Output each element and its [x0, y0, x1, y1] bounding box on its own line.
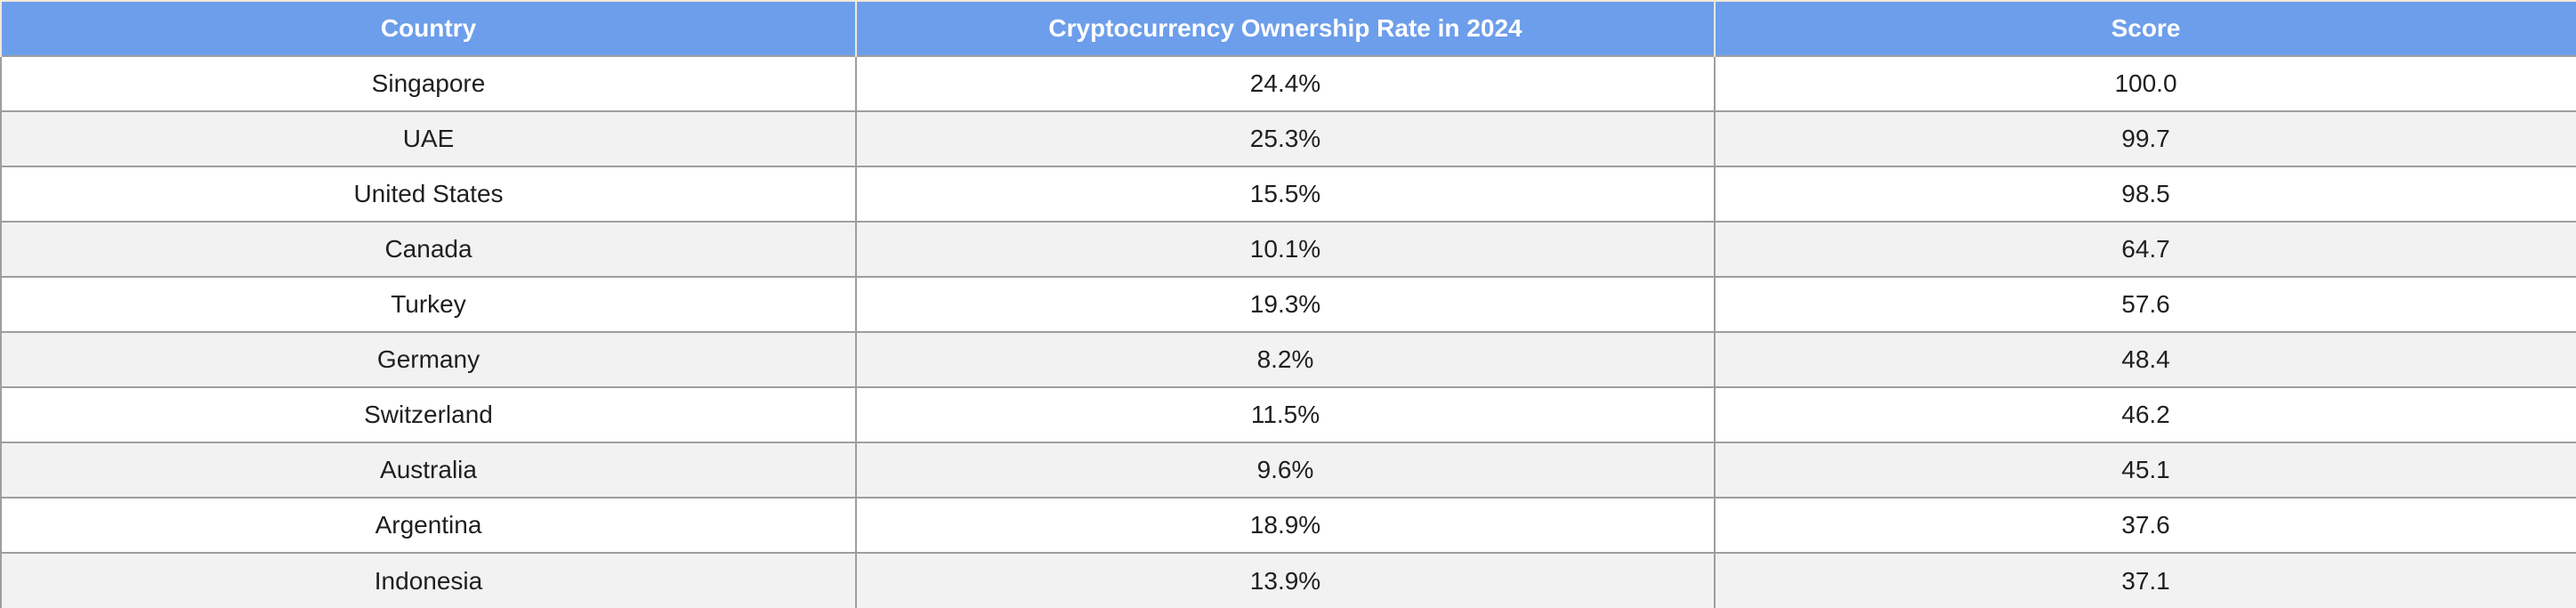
cell-country: Argentina: [0, 497, 857, 554]
cell-ownership-rate: 13.9%: [855, 552, 1716, 608]
cell-country: Canada: [0, 221, 857, 278]
cell-ownership-rate: 9.6%: [855, 442, 1716, 499]
cell-ownership-rate: 18.9%: [855, 497, 1716, 554]
table-row: Germany 8.2% 48.4: [0, 331, 2576, 388]
cell-score: 45.1: [1714, 442, 2576, 499]
cell-ownership-rate: 19.3%: [855, 276, 1716, 333]
table-row: Singapore 24.4% 100.0: [0, 55, 2576, 112]
cell-ownership-rate: 11.5%: [855, 386, 1716, 443]
cell-country: Indonesia: [0, 552, 857, 608]
cell-score: 64.7: [1714, 221, 2576, 278]
cell-score: 48.4: [1714, 331, 2576, 388]
table-row: United States 15.5% 98.5: [0, 166, 2576, 223]
table-header: Country Cryptocurrency Ownership Rate in…: [0, 0, 2576, 57]
table-row: UAE 25.3% 99.7: [0, 110, 2576, 167]
cell-ownership-rate: 15.5%: [855, 166, 1716, 223]
cell-country: Germany: [0, 331, 857, 388]
column-header-ownership-rate: Cryptocurrency Ownership Rate in 2024: [855, 0, 1716, 57]
table-row: Argentina 18.9% 37.6: [0, 497, 2576, 554]
cell-score: 99.7: [1714, 110, 2576, 167]
cell-score: 98.5: [1714, 166, 2576, 223]
table-body: Singapore 24.4% 100.0 UAE 25.3% 99.7 Uni…: [0, 55, 2576, 608]
cell-ownership-rate: 8.2%: [855, 331, 1716, 388]
cell-score: 46.2: [1714, 386, 2576, 443]
cell-score: 100.0: [1714, 55, 2576, 112]
cell-country: Switzerland: [0, 386, 857, 443]
cell-score: 37.1: [1714, 552, 2576, 608]
column-header-country: Country: [0, 0, 857, 57]
cell-ownership-rate: 25.3%: [855, 110, 1716, 167]
header-row: Country Cryptocurrency Ownership Rate in…: [0, 0, 2576, 57]
cell-country: Singapore: [0, 55, 857, 112]
cell-country: Turkey: [0, 276, 857, 333]
table-row: Australia 9.6% 45.1: [0, 442, 2576, 499]
cell-score: 37.6: [1714, 497, 2576, 554]
table-row: Switzerland 11.5% 46.2: [0, 386, 2576, 443]
table-row: Turkey 19.3% 57.6: [0, 276, 2576, 333]
cell-score: 57.6: [1714, 276, 2576, 333]
cell-ownership-rate: 10.1%: [855, 221, 1716, 278]
cell-country: Australia: [0, 442, 857, 499]
table-row: Canada 10.1% 64.7: [0, 221, 2576, 278]
table-row: Indonesia 13.9% 37.1: [0, 552, 2576, 608]
cell-country: United States: [0, 166, 857, 223]
cell-ownership-rate: 24.4%: [855, 55, 1716, 112]
cell-country: UAE: [0, 110, 857, 167]
column-header-score: Score: [1714, 0, 2576, 57]
